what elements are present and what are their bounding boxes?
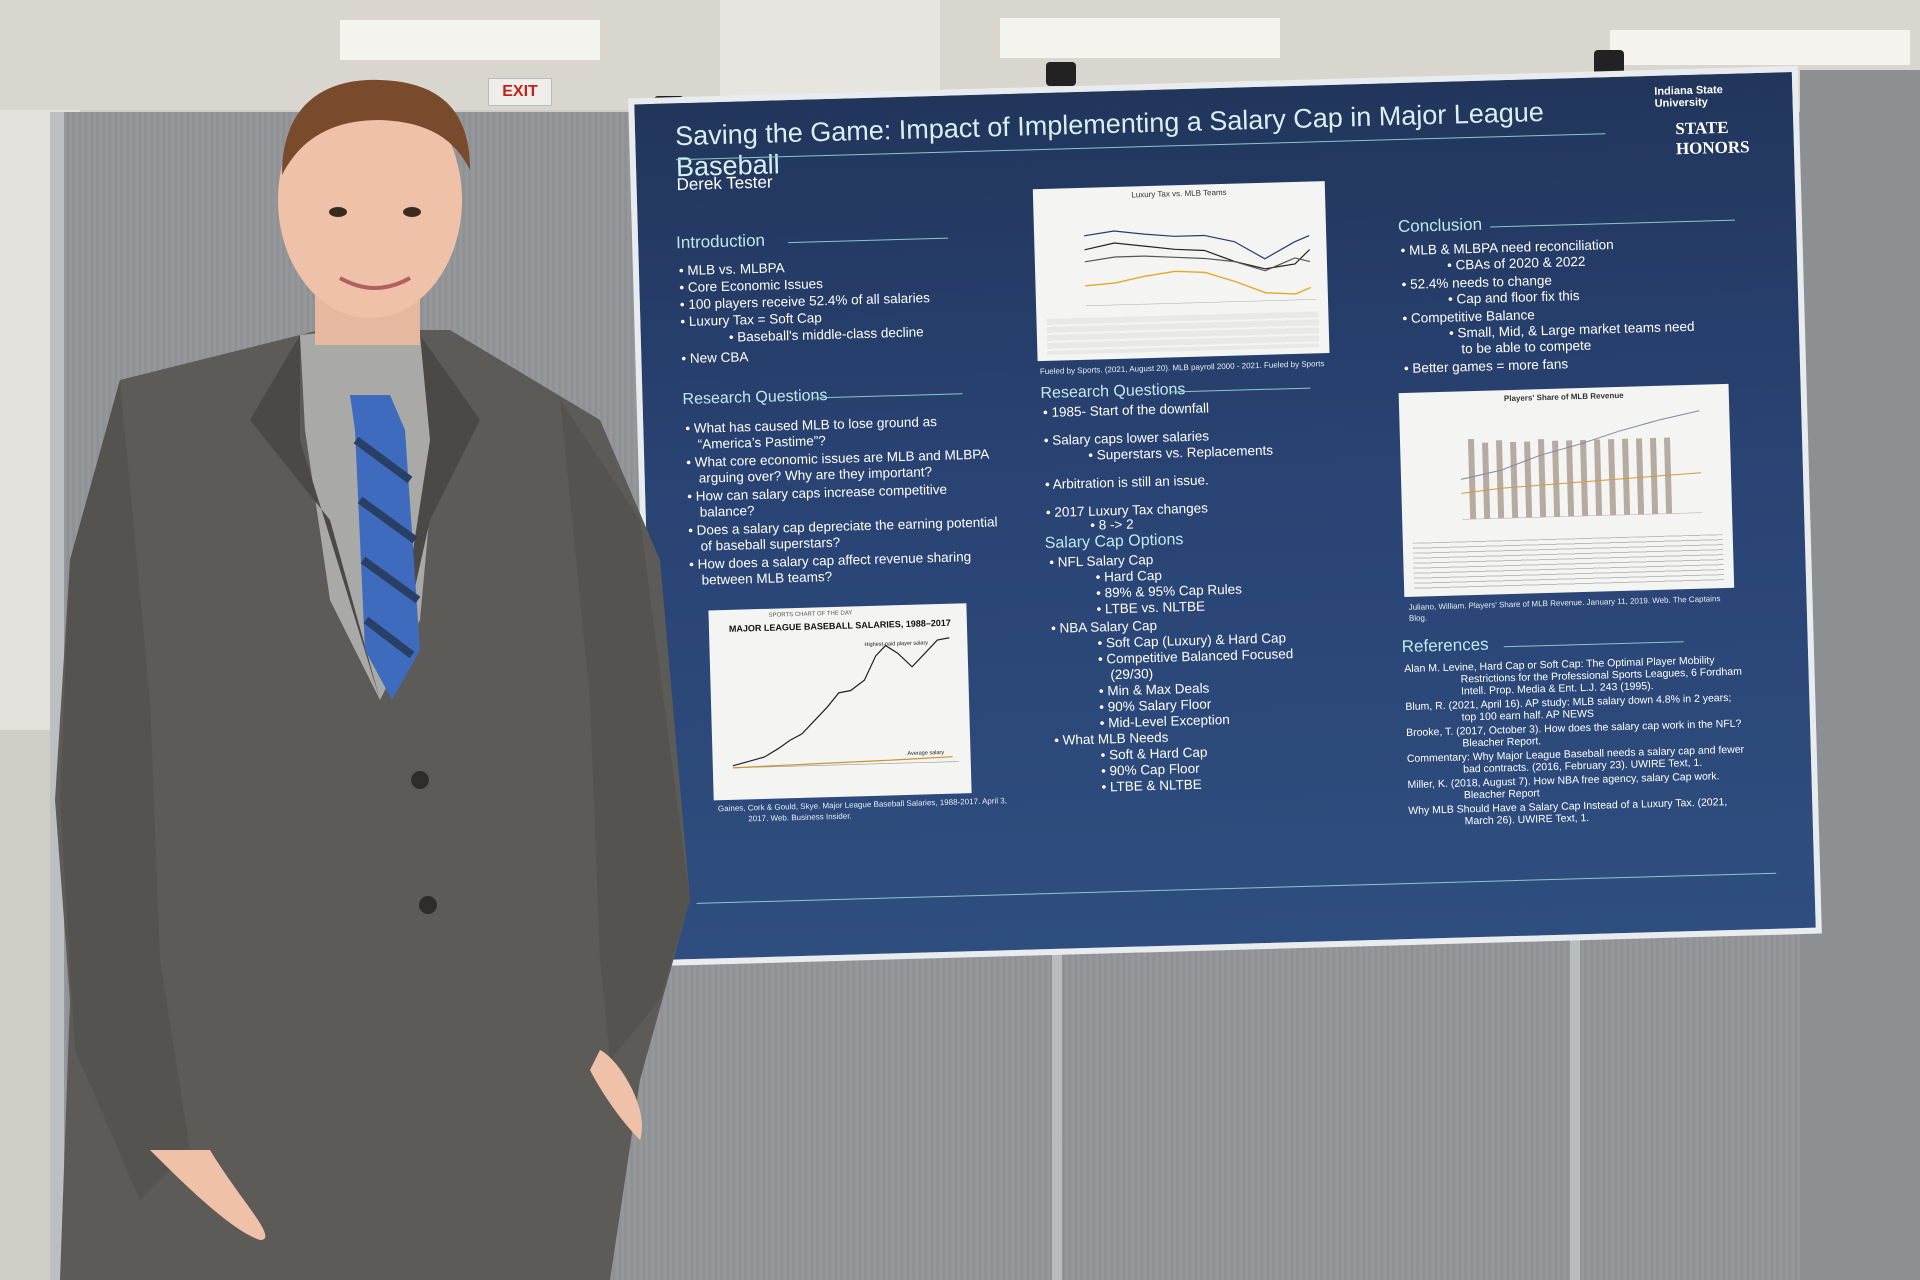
bar <box>1552 440 1561 517</box>
luxury-chart-plot <box>1084 230 1316 307</box>
left-eye <box>329 207 347 217</box>
exit-sign: EXIT <box>488 78 552 106</box>
right-eye <box>403 207 421 217</box>
partition-post <box>1052 920 1062 1280</box>
average-salary-line <box>732 756 953 769</box>
ceiling-light <box>340 20 600 60</box>
x-axis <box>1086 299 1316 307</box>
left-arm <box>60 380 190 1200</box>
ceiling-light <box>1610 30 1910 65</box>
ceiling-light <box>1000 18 1280 58</box>
hair <box>282 79 470 175</box>
series-line <box>1084 255 1311 272</box>
bar <box>1580 439 1589 517</box>
bar <box>1608 439 1617 516</box>
right-hand <box>590 1050 642 1140</box>
bar <box>1622 438 1631 515</box>
bar <box>1510 441 1519 518</box>
salaries-chart-plot <box>732 637 959 769</box>
bar <box>1537 439 1547 518</box>
revenue-line <box>1460 410 1700 480</box>
series-line <box>1085 270 1311 295</box>
partition-post <box>50 112 64 1280</box>
left-hand <box>150 1150 266 1240</box>
x-axis <box>732 761 959 769</box>
smile <box>339 276 411 290</box>
revenue-bars <box>1467 437 1673 520</box>
suit-jacket <box>55 330 690 1280</box>
series-line <box>1084 242 1311 270</box>
bar <box>1467 439 1477 520</box>
tie-stripes <box>353 436 421 659</box>
bar <box>1635 438 1645 515</box>
right-lapel <box>390 335 480 700</box>
binder-clip <box>1046 62 1076 86</box>
research-poster: Saving the Game: Impact of Implementing … <box>628 65 1822 967</box>
bar <box>1594 439 1603 516</box>
bar <box>1482 442 1491 519</box>
share-line <box>1461 472 1702 494</box>
partition-edge <box>1800 70 1920 1280</box>
jacket-button <box>411 771 429 789</box>
series-line <box>1084 230 1310 260</box>
partition-post <box>1570 920 1580 1280</box>
revenue-chart-plot <box>1460 410 1703 520</box>
left-lapel <box>250 335 380 700</box>
right-arm <box>560 400 690 1060</box>
revenue-share-chart: Players' Share of MLB Revenue <box>1398 383 1735 598</box>
jacket-button <box>419 896 437 914</box>
highest-salary-line <box>732 637 950 767</box>
bar <box>1566 440 1575 517</box>
salaries-chart: SPORTS CHART OF THE DAY MAJOR LEAGUE BAS… <box>708 603 972 801</box>
face <box>278 82 462 318</box>
luxury-tax-chart: Luxury Tax vs. MLB Teams <box>1032 181 1330 362</box>
bar <box>1495 440 1505 519</box>
